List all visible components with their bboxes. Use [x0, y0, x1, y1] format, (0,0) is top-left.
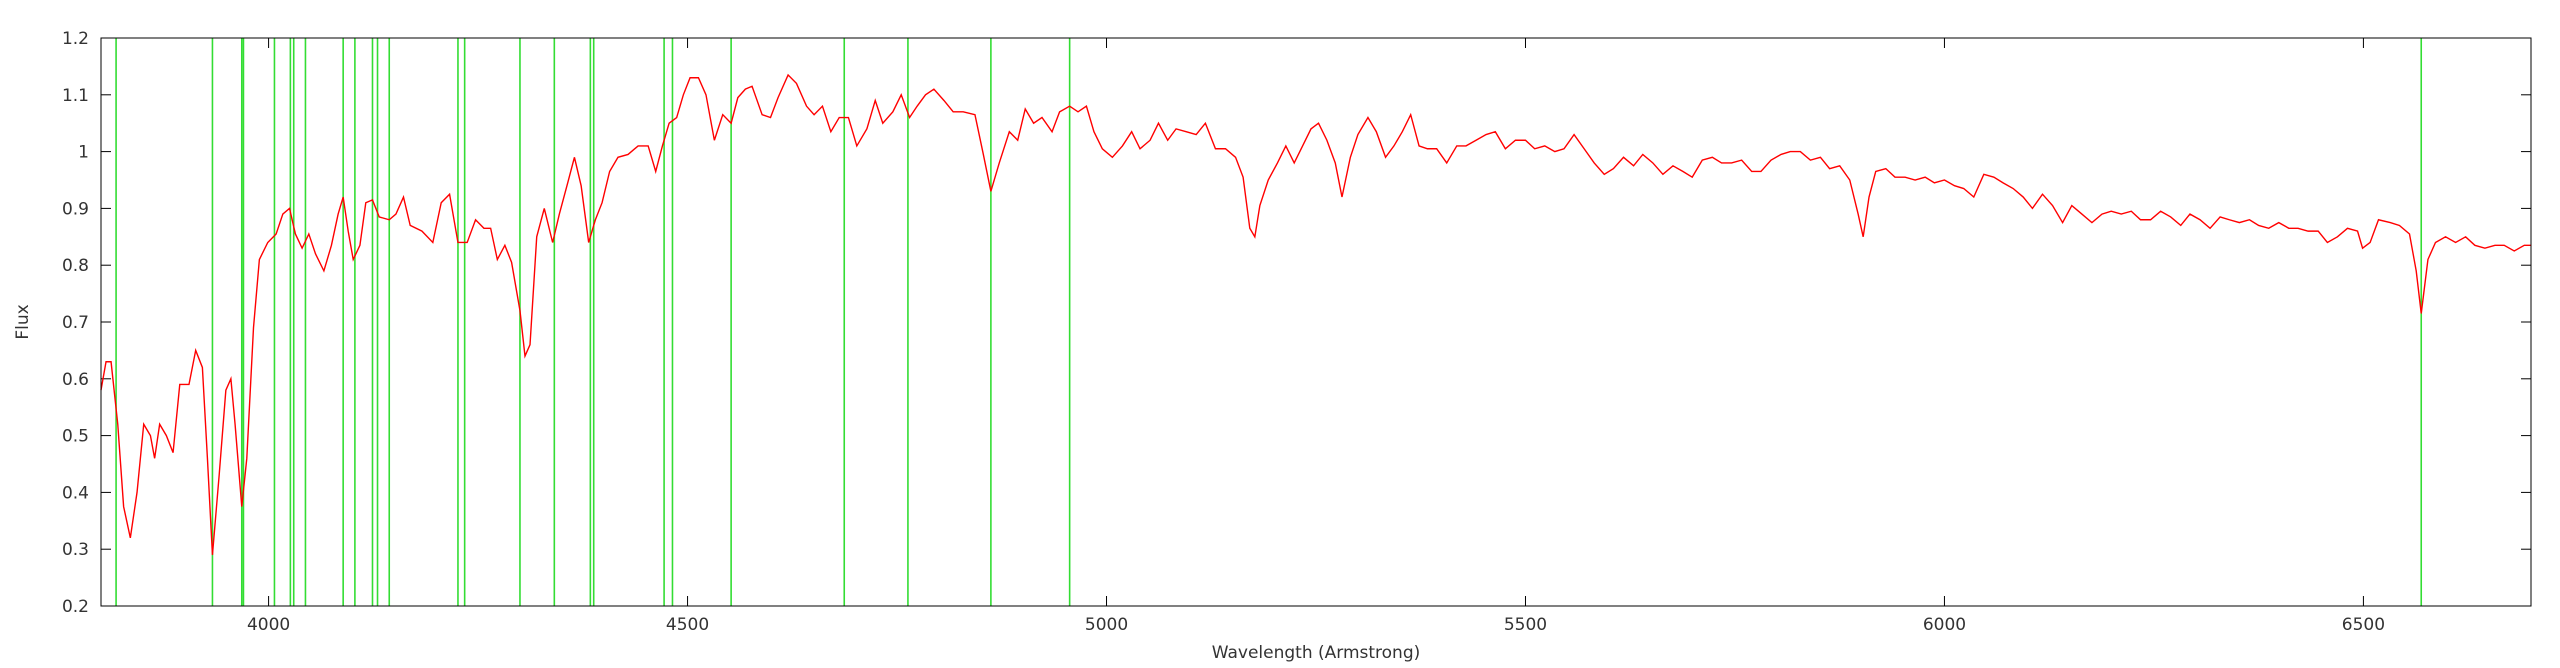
y-tick-label: 0.4	[62, 483, 89, 503]
y-tick-label: 0.3	[62, 540, 89, 560]
y-tick-label: 0.2	[62, 597, 89, 617]
y-tick-label: 0.8	[62, 256, 89, 276]
y-tick-label: 0.6	[62, 370, 89, 390]
plot-frame	[100, 37, 2532, 607]
x-tick-label: 4500	[666, 615, 709, 635]
y-tick-label: 0.5	[62, 427, 89, 447]
x-tick-label: 6000	[1923, 615, 1966, 635]
y-tick-label: 0.9	[62, 199, 89, 219]
spectrum-line	[100, 73, 2531, 555]
y-axis-title: Flux	[13, 304, 33, 339]
x-tick-label: 6500	[2342, 615, 2385, 635]
y-tick-label: 1.1	[62, 86, 89, 106]
y-tick-label: 1	[78, 143, 89, 163]
x-tick-label: 5000	[1085, 615, 1128, 635]
y-tick-label: 0.7	[62, 313, 89, 333]
x-axis-title: Wavelength (Armstrong)	[1212, 643, 1421, 663]
x-tick-label: 4000	[247, 615, 290, 635]
y-tick-label: 1.2	[62, 29, 89, 49]
x-tick-label: 5500	[1504, 615, 1547, 635]
